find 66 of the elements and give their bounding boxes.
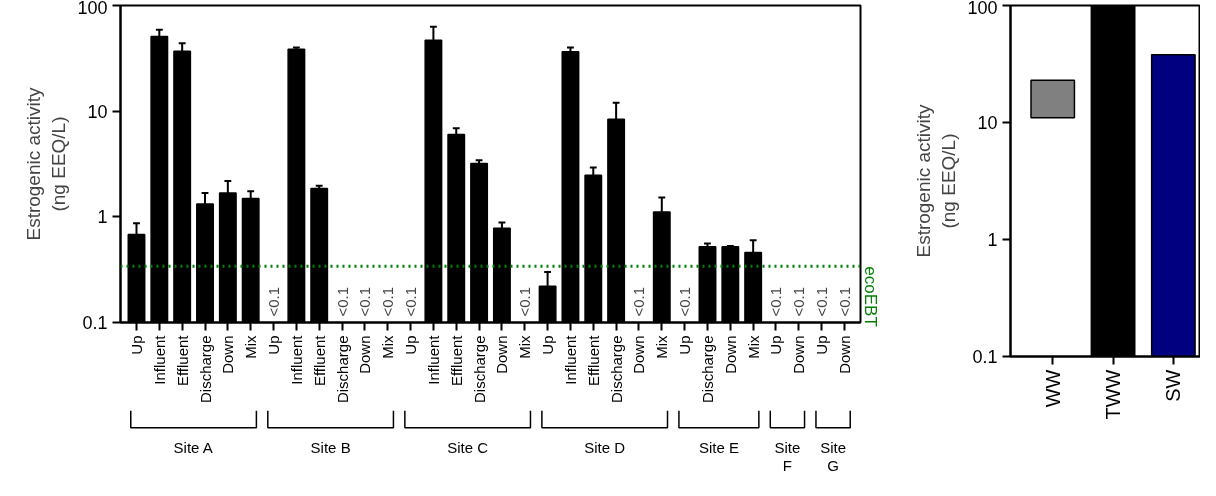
x-tick-label: Up (265, 335, 283, 355)
text: Site G (820, 438, 847, 475)
x-tick-label: Discharge (698, 335, 716, 404)
text: <0.1 (265, 286, 283, 317)
x-tick-label: Influent (424, 334, 442, 385)
x-tick-label: Mix (653, 335, 671, 359)
x-tick-label: WW (1041, 369, 1064, 408)
x-tick-label: Down (493, 335, 511, 374)
text: <0.1 (767, 286, 785, 317)
y-axis-title: Estrogenic activity (ng EEQ/L) (913, 103, 960, 258)
y-tick-label: 1 (97, 207, 108, 228)
text: <0.1 (333, 286, 351, 317)
text: Site E (698, 438, 739, 456)
y-tick-label: 100 (967, 0, 998, 18)
x-tick-label: Influent (150, 334, 168, 385)
x-tick-label: Discharge (470, 335, 488, 404)
x-tick-label: Mix (744, 335, 762, 359)
y-tick-label: 0.1 (972, 347, 998, 367)
text: <0.1 (516, 286, 534, 317)
y-tick-label: 0.1 (82, 313, 108, 333)
x-tick-label: Down (219, 335, 237, 374)
x-tick-label: Up (127, 335, 145, 355)
x-tick-label: Up (676, 335, 694, 355)
text: <0.1 (790, 286, 808, 317)
x-tick-label: Down (790, 335, 808, 374)
x-tick-label: Influent (561, 334, 579, 385)
x-tick-label: Up (539, 335, 557, 355)
text: <0.1 (836, 286, 854, 317)
bar (1030, 79, 1076, 119)
x-tick-label: Down (630, 335, 648, 374)
x-tick-label: Discharge (607, 335, 625, 404)
x-tick-label: Effluent (447, 334, 465, 387)
x-tick-label: Effluent (584, 334, 602, 387)
text: <0.1 (402, 286, 420, 317)
x-tick-label: Up (767, 335, 785, 355)
text: <0.1 (356, 286, 374, 317)
x-tick-label: Discharge (333, 335, 351, 404)
text: Site C (447, 438, 489, 456)
x-tick-label: Effluent (173, 334, 191, 387)
text: Site B (310, 438, 351, 456)
text: <0.1 (676, 286, 694, 317)
x-tick-label: Influent (287, 334, 305, 385)
y-tick-label: 1 (987, 230, 998, 250)
x-tick-label: Down (356, 335, 374, 374)
text: Site F (774, 438, 801, 475)
x-tick-label: Mix (379, 335, 397, 359)
y-axis-title: Estrogenic activity (ng EEQ/L) (23, 86, 70, 241)
ref-line-label: ecoEBT (861, 266, 880, 327)
text: Site D (584, 438, 626, 456)
y-tick-label: 100 (77, 0, 108, 18)
text: <0.1 (630, 286, 648, 317)
x-tick-label: Mix (516, 335, 534, 359)
x-tick-label: Mix (242, 335, 260, 359)
text: Site A (173, 438, 213, 456)
text: <0.1 (379, 286, 397, 317)
text: <0.1 (813, 286, 831, 317)
x-tick-label: Up (402, 335, 420, 355)
y-tick-label: 10 (977, 113, 998, 133)
x-tick-label: SW (1162, 369, 1185, 402)
x-tick-label: Discharge (196, 335, 214, 404)
x-tick-label: TWW (1102, 369, 1125, 420)
y-tick-label: 10 (87, 101, 108, 122)
x-tick-label: Effluent (310, 334, 328, 387)
x-tick-label: Down (836, 335, 854, 374)
x-tick-label: Up (813, 335, 831, 355)
x-tick-label: Down (721, 335, 739, 374)
